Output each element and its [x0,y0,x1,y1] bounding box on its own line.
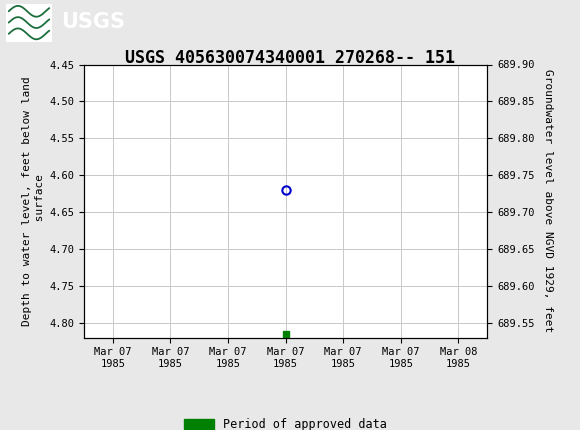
Bar [6,3,52,42]
Text: USGS 405630074340001 270268-- 151: USGS 405630074340001 270268-- 151 [125,49,455,68]
Y-axis label: Groundwater level above NGVD 1929, feet: Groundwater level above NGVD 1929, feet [543,69,553,333]
Y-axis label: Depth to water level, feet below land
 surface: Depth to water level, feet below land su… [22,76,45,326]
Legend: Period of approved data: Period of approved data [180,413,392,430]
Text: USGS: USGS [61,12,125,32]
